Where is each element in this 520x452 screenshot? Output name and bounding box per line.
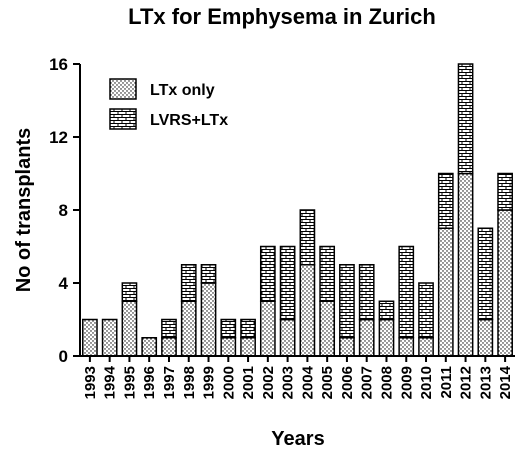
x-tick-label: 1994 [102, 365, 119, 399]
bar-2001-lvrs-ltx [240, 318, 256, 339]
y-tick-label: 8 [59, 201, 68, 220]
y-axis-title: No of transplants [13, 128, 35, 292]
bar-2003-lvrs-ltx [279, 245, 296, 321]
bar-2007-ltx-only [358, 318, 375, 357]
x-tick-label: 1998 [181, 366, 198, 399]
chart-title: LTx for Emphysema in Zurich [128, 4, 436, 29]
bar-1995-ltx-only [121, 300, 138, 357]
bar-2011-ltx-only [437, 227, 454, 357]
legend-label-lvrs-ltx: LVRS+LTx [150, 112, 228, 129]
x-tick-label: 2012 [458, 366, 475, 399]
bar-2002-ltx-only [259, 300, 276, 357]
bar-2000-lvrs-ltx [220, 318, 237, 339]
bar-2006-lvrs-ltx [339, 264, 355, 339]
bar-2013-ltx-only [477, 318, 494, 357]
x-tick-label: 2014 [497, 365, 514, 399]
legend-swatch-ltx-only [109, 78, 137, 100]
bar-1993-ltx-only [82, 318, 98, 357]
bar-2012-lvrs-ltx [457, 63, 474, 175]
bar-1996-ltx-only [141, 337, 158, 357]
y-tick-label: 16 [49, 55, 68, 74]
bar-2007-lvrs-ltx [358, 264, 375, 321]
x-tick-label: 2007 [359, 366, 376, 399]
bar-2005-lvrs-ltx [319, 245, 336, 302]
x-tick-label: 1999 [201, 366, 218, 399]
bar-1997-ltx-only [161, 337, 177, 357]
x-tick-label: 2003 [280, 366, 297, 399]
x-tick-label: 2004 [299, 365, 316, 399]
bar-1999-ltx-only [200, 282, 217, 357]
x-tick-label: 2000 [220, 366, 237, 399]
legend-label-ltx-only: LTx only [150, 82, 215, 99]
x-tick-label: 2010 [418, 366, 435, 399]
bar-2013-lvrs-ltx [477, 227, 494, 321]
bar-2011-lvrs-ltx [437, 172, 454, 229]
x-axis-title: Years [271, 428, 324, 450]
x-axis: 1993 1994 1995 1996 1997 1998 1999 2000 2001 2002… [80, 355, 515, 399]
x-tick-label: 2008 [378, 366, 395, 399]
bar-2009-lvrs-ltx [398, 245, 415, 339]
bar-2005-ltx-only [319, 300, 336, 357]
bar-1998-lvrs-ltx [180, 264, 197, 302]
legend: LTx only LVRS+LTx [109, 78, 228, 130]
bar-2004-ltx-only [299, 264, 316, 357]
bar-1994-ltx-only [101, 318, 118, 357]
bar-2014-lvrs-ltx [497, 172, 513, 211]
bar-2012-ltx-only [457, 172, 474, 357]
y-tick-label: 12 [49, 128, 68, 147]
y-tick-label: 0 [59, 347, 68, 366]
bar-2004-lvrs-ltx [299, 209, 316, 266]
bar-2002-lvrs-ltx [259, 245, 276, 302]
bar-2010-lvrs-ltx [418, 282, 434, 339]
legend-swatch-lvrs-ltx [109, 108, 137, 130]
bar-2014-ltx-only [497, 209, 513, 357]
x-tick-label: 2009 [398, 366, 415, 399]
bars-group [82, 63, 513, 357]
bar-2001-ltx-only [240, 337, 256, 357]
x-tick-label: 1993 [82, 366, 99, 399]
bar-1998-ltx-only [180, 300, 197, 357]
x-tick-label: 2011 [438, 366, 455, 399]
bar-2010-ltx-only [418, 337, 434, 357]
x-tick-label: 2013 [477, 366, 494, 399]
bar-2008-lvrs-ltx [378, 300, 395, 321]
x-tick-label: 2002 [260, 366, 277, 399]
bar-2003-ltx-only [279, 318, 296, 357]
bar-2000-ltx-only [220, 337, 237, 357]
x-tick-label: 2006 [339, 366, 356, 399]
bar-2009-ltx-only [398, 337, 415, 357]
bar-2006-ltx-only [339, 337, 355, 357]
bar-2008-ltx-only [378, 318, 395, 357]
x-tick-label: 1995 [121, 366, 138, 399]
x-tick-label: 1996 [141, 366, 158, 399]
bar-1995-lvrs-ltx [121, 282, 138, 302]
x-tick-label: 1997 [161, 366, 178, 399]
y-tick-label: 4 [59, 274, 69, 293]
bar-1997-lvrs-ltx [161, 318, 177, 339]
y-axis: 0 4 8 12 16 [49, 55, 81, 366]
bar-1999-lvrs-ltx [200, 264, 217, 284]
x-tick-label: 2005 [319, 366, 336, 399]
x-tick-label: 2001 [240, 366, 257, 399]
